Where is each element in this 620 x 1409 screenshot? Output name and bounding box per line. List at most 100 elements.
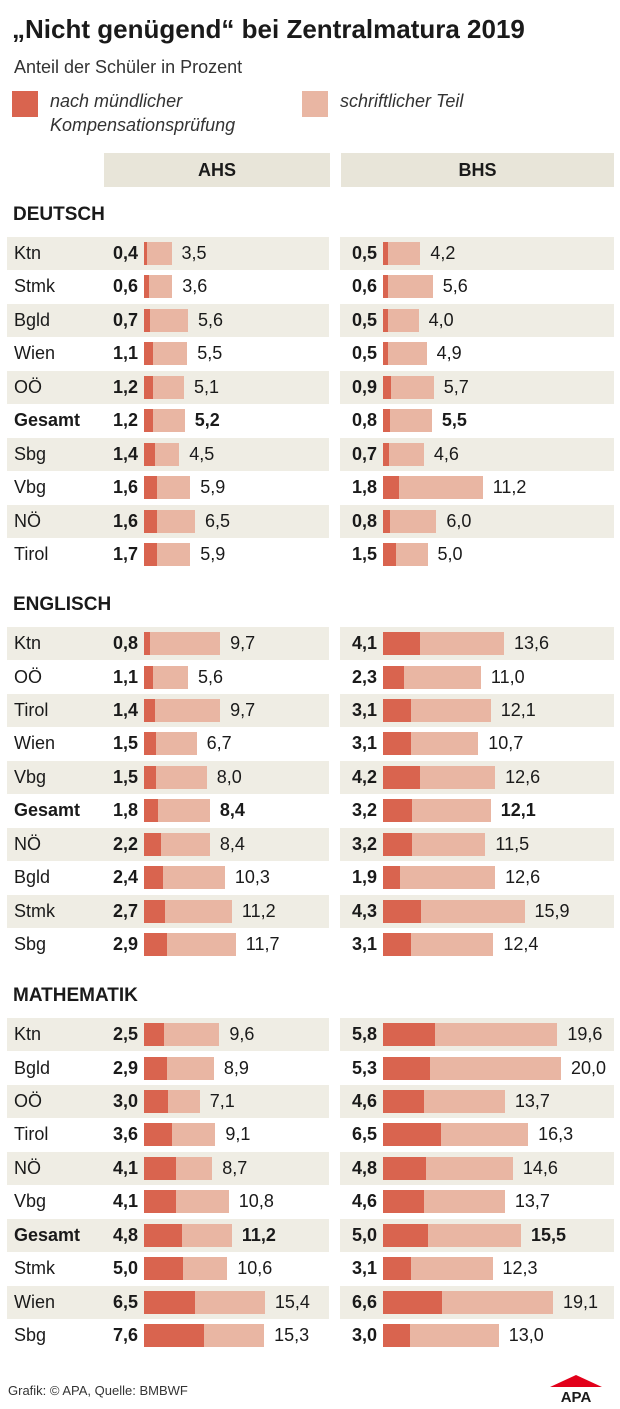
bhs-written-value: 13,6	[514, 633, 550, 653]
ahs-oral-bar	[144, 1156, 177, 1180]
ahs-written-value: 6,5	[205, 510, 231, 531]
column-separator	[329, 693, 340, 727]
ahs-oral-bar	[144, 1290, 195, 1314]
ahs-written-bar	[144, 342, 188, 366]
column-separator	[329, 928, 340, 961]
table-row: NÖ 2,2 8,4 3,2 11,5	[7, 827, 614, 861]
table-row: Bgld 2,9 8,9 5,3 20,0	[7, 1051, 614, 1085]
legend-label-oral-line1: nach mündlicher	[50, 91, 183, 111]
bhs-oral-bar	[383, 509, 391, 533]
ahs-oral-value: 1,7	[112, 544, 138, 564]
column-separator	[329, 1319, 340, 1352]
ahs-oral-bar	[144, 1023, 164, 1046]
row-label: NÖ	[14, 510, 41, 531]
bhs-oral-bar	[383, 342, 388, 366]
column-separator	[329, 1185, 340, 1219]
column-separator	[329, 861, 340, 895]
column-separator	[329, 760, 340, 794]
column-separator	[329, 827, 340, 861]
ahs-oral-value: 0,8	[112, 633, 138, 653]
table-row: Stmk 0,6 3,6 0,6 5,6	[7, 270, 614, 304]
ahs-written-bar	[144, 632, 221, 655]
ahs-oral-value: 0,4	[112, 243, 138, 263]
column-separator	[329, 504, 340, 538]
bhs-oral-value: 4,6	[351, 1191, 377, 1212]
ahs-written-value: 5,9	[200, 477, 226, 498]
row-label: OÖ	[14, 376, 43, 397]
bhs-oral-value: 3,2	[351, 800, 377, 821]
bhs-oral-value: 0,8	[351, 510, 377, 531]
bhs-oral-bar	[383, 1223, 428, 1247]
table-row: Wien 1,5 6,7 3,1 10,7	[7, 727, 614, 761]
ahs-oral-bar	[144, 1324, 204, 1347]
ahs-written-value: 11,2	[241, 900, 276, 921]
apa-logo-roof	[550, 1375, 602, 1387]
table-row: Gesamt 1,2 5,2 0,8 5,5	[7, 404, 614, 438]
ahs-oral-value: 2,7	[112, 900, 138, 921]
ahs-oral-value: 4,8	[112, 1224, 138, 1245]
ahs-written-bar	[144, 799, 210, 823]
table-row: Stmk 5,0 10,6 3,1 12,3	[7, 1252, 614, 1286]
bhs-oral-bar	[383, 1089, 424, 1113]
ahs-written-bar	[144, 275, 173, 299]
bhs-oral-value: 0,5	[351, 343, 377, 364]
column-separator	[329, 660, 340, 694]
table-row: Vbg 1,5 8,0 4,2 12,6	[7, 760, 614, 794]
ahs-written-bar	[144, 308, 188, 332]
bhs-oral-value: 4,2	[351, 766, 377, 787]
row-label: Tirol	[14, 699, 49, 720]
bhs-oral-bar	[383, 442, 390, 466]
ahs-oral-bar	[144, 442, 155, 466]
bhs-oral-value: 6,5	[351, 1124, 377, 1145]
bhs-written-value: 11,0	[490, 666, 525, 687]
chart-subtitle: Anteil der Schüler in Prozent	[14, 57, 243, 77]
table-row: OÖ 3,0 7,1 4,6 13,7	[7, 1084, 614, 1118]
ahs-written-value: 9,7	[230, 633, 256, 653]
row-label: Bgld	[14, 309, 51, 330]
ahs-written-value: 5,6	[198, 309, 224, 330]
row-label: Wien	[14, 343, 56, 364]
ahs-written-value: 9,1	[225, 1124, 251, 1145]
bhs-written-bar	[383, 275, 433, 299]
ahs-written-bar	[144, 698, 221, 722]
column-header-ahs: AHS	[104, 153, 330, 187]
column-separator	[329, 370, 340, 404]
ahs-oral-bar	[144, 765, 156, 789]
bhs-written-value: 5,5	[441, 410, 467, 431]
ahs-oral-bar	[144, 1257, 184, 1281]
bhs-oral-value: 5,3	[351, 1057, 377, 1078]
ahs-oral-bar	[144, 308, 150, 332]
bhs-written-value: 4,0	[428, 309, 454, 330]
row-label: OÖ	[14, 1090, 43, 1111]
ahs-oral-value: 2,5	[112, 1024, 138, 1044]
bhs-written-value: 12,6	[505, 867, 541, 888]
ahs-oral-value: 4,1	[112, 1191, 138, 1212]
ahs-written-value: 8,4	[219, 800, 245, 821]
ahs-written-value: 3,5	[181, 243, 207, 263]
row-label: Bgld	[14, 1057, 51, 1078]
ahs-oral-bar	[144, 832, 162, 856]
bhs-oral-value: 2,3	[351, 666, 377, 687]
ahs-written-value: 9,6	[229, 1024, 255, 1044]
table-row: Ktn 2,5 9,6 5,8 19,6	[7, 1018, 614, 1051]
bhs-written-value: 12,1	[500, 699, 536, 720]
bhs-oral-bar	[383, 732, 411, 756]
ahs-oral-value: 4,1	[112, 1157, 138, 1178]
row-label: Sbg	[14, 443, 47, 464]
row-label: Stmk	[14, 1258, 56, 1279]
legend-swatch-written	[302, 91, 328, 117]
row-label: Ktn	[14, 633, 42, 653]
ahs-written-bar	[144, 375, 184, 399]
column-separator	[329, 1051, 340, 1085]
bhs-written-value: 13,7	[514, 1090, 550, 1111]
bhs-written-value: 12,6	[505, 766, 541, 787]
ahs-oral-value: 3,0	[112, 1090, 138, 1111]
ahs-oral-value: 0,7	[112, 309, 138, 330]
table-row: Vbg 4,1 10,8 4,6 13,7	[7, 1185, 614, 1219]
ahs-written-bar	[144, 242, 172, 265]
bhs-oral-value: 0,7	[351, 443, 377, 464]
ahs-written-value: 11,7	[245, 934, 280, 954]
bhs-written-value: 15,5	[531, 1224, 567, 1245]
table-row: Stmk 2,7 11,2 4,3 15,9	[7, 894, 614, 928]
ahs-written-value: 7,1	[209, 1090, 235, 1111]
